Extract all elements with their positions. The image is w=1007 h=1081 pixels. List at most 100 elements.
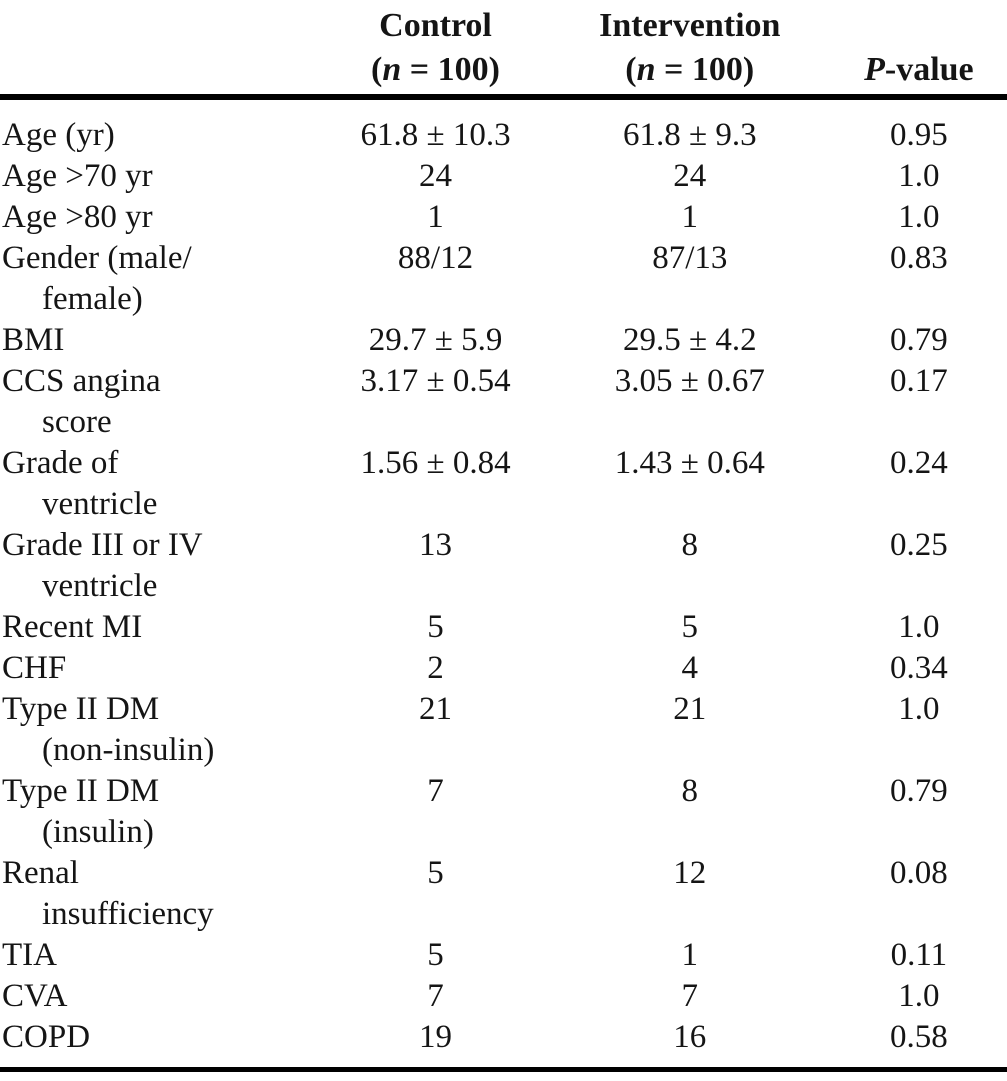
row-label: Type II DM (non-insulin) [0, 689, 322, 771]
intervention-value: 12 [673, 855, 707, 891]
control-value: 19 [419, 1019, 453, 1055]
row-label: Grade of ventricle [0, 443, 322, 525]
pvalue-value: 0.79 [890, 773, 948, 809]
column-header-blank [0, 0, 323, 100]
row-label-line1: Age (yr) [2, 117, 115, 153]
table-row: Gender (male/ female) 88/12 87/13 0.83 [0, 238, 1007, 320]
intervention-value: 87/13 [652, 240, 728, 276]
intervention-value: 4 [681, 650, 699, 686]
control-value: 1.56 ± 0.84 [360, 445, 511, 481]
control-value: 1 [427, 199, 444, 235]
control-value: 21 [419, 691, 453, 727]
row-label-line2: ventricle [42, 568, 158, 604]
intervention-value: 5 [681, 609, 699, 645]
control-value: 2 [427, 650, 444, 686]
row-label: CVA [0, 976, 322, 1017]
row-label-line2: female) [42, 281, 143, 317]
intervention-value: 3.05 ± 0.67 [614, 363, 765, 399]
table-row: TIA 5 1 0.11 [0, 935, 1007, 976]
table-row: Age (yr) 61.8 ± 10.3 61.8 ± 9.3 0.95 [0, 97, 1007, 156]
column-header-control: Control (n = 100) [322, 0, 549, 100]
control-column-title: Control [379, 7, 492, 44]
control-column-n: (n = 100) [371, 51, 500, 88]
row-label: TIA [0, 935, 322, 976]
row-label: Age (yr) [0, 97, 322, 156]
table-row: Type II DM (non-insulin) 21 21 1.0 [0, 689, 1007, 771]
row-label: Type II DM (insulin) [0, 771, 322, 853]
control-value: 3.17 ± 0.54 [360, 363, 511, 399]
pvalue-value: 1.0 [898, 978, 940, 1014]
pvalue-value: 0.34 [890, 650, 948, 686]
control-value: 5 [427, 609, 444, 645]
intervention-value: 61.8 ± 9.3 [622, 117, 757, 153]
pvalue-value: 0.11 [890, 937, 948, 973]
control-value: 7 [427, 773, 444, 809]
pvalue-value: 1.0 [898, 609, 940, 645]
pvalue-column-title: P-value [864, 51, 974, 88]
intervention-value: 1 [681, 199, 699, 235]
pvalue-value: 0.24 [890, 445, 948, 481]
table-row: Type II DM (insulin) 7 8 0.79 [0, 771, 1007, 853]
pvalue-value: 0.83 [890, 240, 948, 276]
intervention-value: 21 [673, 691, 707, 727]
row-label-line1: CHF [2, 650, 67, 686]
row-label: Recent MI [0, 607, 322, 648]
pvalue-value: 0.95 [890, 117, 948, 153]
row-label: CCS angina score [0, 361, 322, 443]
header-row: Control (n = 100) Intervention (n = 100)… [0, 0, 1007, 100]
row-label-line1: Renal [2, 855, 79, 891]
column-header-intervention: Intervention (n = 100) [548, 0, 831, 100]
control-value: 7 [427, 978, 444, 1014]
pvalue-value: 0.58 [890, 1019, 948, 1055]
intervention-column-title: Intervention [599, 7, 781, 44]
table-row: Age >80 yr 1 1 1.0 [0, 197, 1007, 238]
table-row: Recent MI 5 5 1.0 [0, 607, 1007, 648]
row-label: Age >70 yr [0, 156, 322, 197]
row-label-line1: BMI [2, 322, 65, 358]
pvalue-value: 0.79 [890, 322, 948, 358]
table-row: Grade of ventricle 1.56 ± 0.84 1.43 ± 0.… [0, 443, 1007, 525]
table-row: CCS angina score 3.17 ± 0.54 3.05 ± 0.67… [0, 361, 1007, 443]
table-header: Control (n = 100) Intervention (n = 100)… [0, 0, 1007, 100]
intervention-value: 1 [681, 937, 699, 973]
control-value: 13 [419, 527, 453, 563]
row-label-line1: Grade III or IV [2, 527, 203, 563]
intervention-value: 29.5 ± 4.2 [622, 322, 757, 358]
table-row: CVA 7 7 1.0 [0, 976, 1007, 1017]
control-value: 5 [427, 855, 444, 891]
intervention-value: 8 [681, 527, 699, 563]
pvalue-value: 1.0 [898, 199, 940, 235]
row-label-line1: COPD [2, 1019, 91, 1055]
control-value: 5 [427, 937, 444, 973]
intervention-column-n: (n = 100) [625, 51, 755, 88]
row-label-line1: CCS angina [2, 363, 161, 399]
row-label: Renal insufficiency [0, 853, 322, 935]
row-label-line1: Age >80 yr [2, 199, 153, 235]
control-value: 88/12 [397, 240, 474, 276]
row-label: Gender (male/ female) [0, 238, 322, 320]
row-label: Age >80 yr [0, 197, 322, 238]
row-label-line1: Age >70 yr [2, 158, 153, 194]
intervention-value: 8 [681, 773, 699, 809]
row-label: COPD [0, 1017, 322, 1070]
control-value: 61.8 ± 10.3 [360, 117, 511, 153]
table-row: COPD 19 16 0.58 [0, 1017, 1007, 1070]
pvalue-value: 0.17 [890, 363, 948, 399]
intervention-value: 24 [673, 158, 707, 194]
row-label-line2: insufficiency [42, 896, 214, 932]
row-label-line1: Grade of [2, 445, 119, 481]
intervention-value: 16 [673, 1019, 707, 1055]
intervention-value: 7 [681, 978, 699, 1014]
row-label-line2: ventricle [42, 486, 158, 522]
row-label: BMI [0, 320, 322, 361]
column-header-pvalue: P-value [830, 0, 1007, 100]
row-label-line1: Type II DM [2, 691, 160, 727]
row-label-line1: Gender (male/ [2, 240, 192, 276]
pvalue-value: 1.0 [898, 691, 940, 727]
row-label-line1: CVA [2, 978, 68, 1014]
intervention-value: 1.43 ± 0.64 [614, 445, 765, 481]
row-label-line2: (insulin) [42, 814, 154, 850]
pvalue-value: 0.25 [890, 527, 948, 563]
row-label: CHF [0, 648, 322, 689]
